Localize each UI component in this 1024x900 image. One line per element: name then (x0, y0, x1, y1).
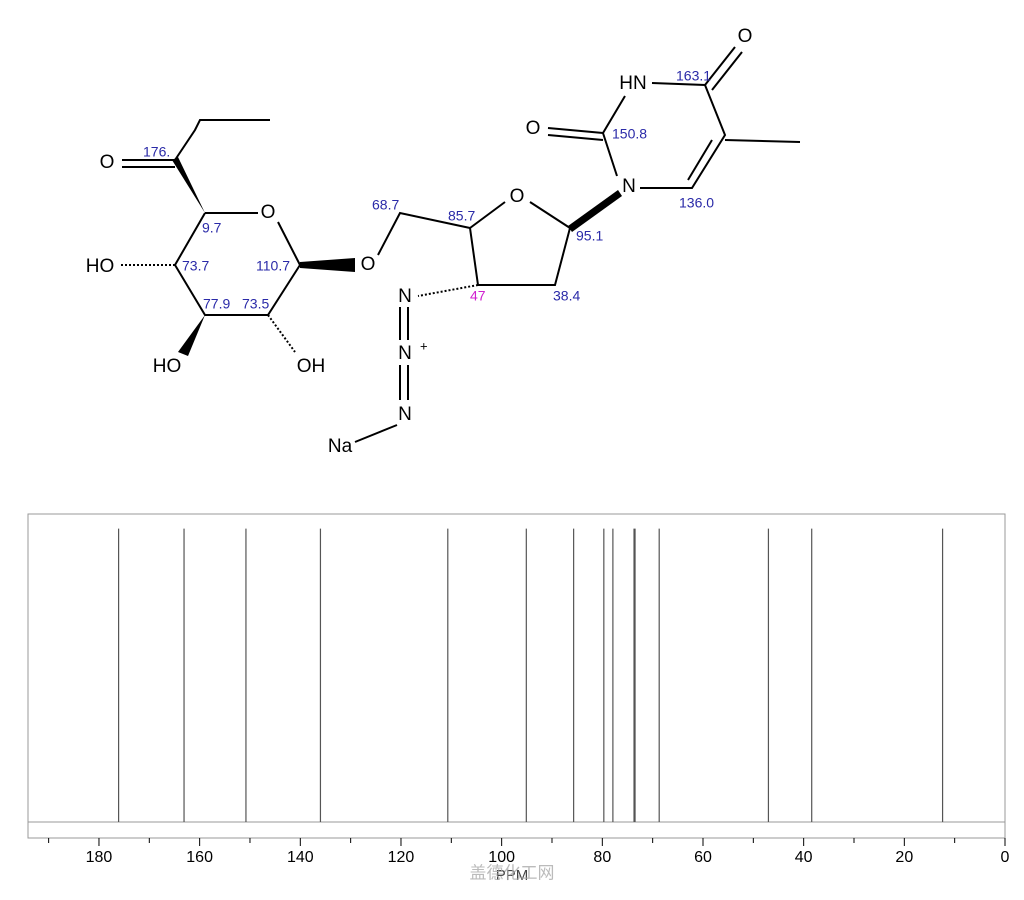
atom: N (398, 404, 412, 425)
atom: OH (297, 356, 326, 377)
shift-label: 9.7 (202, 220, 222, 236)
atom: Na (328, 436, 353, 457)
shift-labels: 176. 9.7 73.7 110.7 77.9 73.5 68.7 85.7 … (143, 68, 714, 312)
x-tick-label: 80 (593, 849, 611, 866)
atom-labels: O O HO O HO OH O N HN O O N N + N Na (86, 26, 753, 457)
x-tick-label: 160 (186, 849, 213, 866)
x-tick-label: 100 (488, 849, 515, 866)
watermark: 盖德化工网 (470, 863, 555, 882)
shift-label: 73.5 (242, 296, 269, 312)
atom: N (398, 343, 412, 364)
shift-label: 176. (143, 144, 170, 160)
plot-frame (27, 513, 1006, 839)
x-tick-label: 140 (287, 849, 314, 866)
x-tick-label: 20 (895, 849, 913, 866)
shift-label: 38.4 (553, 288, 580, 304)
atom: O (738, 26, 753, 47)
atom: HN (619, 73, 646, 94)
x-tick-label: 180 (86, 849, 113, 866)
x-tick-label: 40 (795, 849, 813, 866)
bonds (120, 46, 801, 443)
shift-label: 77.9 (203, 296, 230, 312)
molecule: O O HO O HO OH O N HN O O N N + N Na 176… (86, 26, 801, 457)
atom: O (261, 202, 276, 223)
charge: + (420, 338, 428, 353)
atom: HO (153, 356, 182, 377)
shift-label: 73.7 (182, 258, 209, 274)
shift-label: 85.7 (448, 208, 475, 224)
shift-label: 136.0 (679, 195, 714, 211)
atom: O (100, 152, 115, 173)
x-tick-label: 120 (388, 849, 415, 866)
atom: O (510, 186, 525, 207)
atom: N (398, 286, 412, 307)
atom: N (622, 176, 636, 197)
shift-label: 150.8 (612, 126, 647, 142)
shift-label: 110.7 (256, 258, 290, 274)
x-tick-label: 0 (1001, 849, 1010, 866)
atom: HO (86, 256, 115, 277)
atom: O (361, 254, 376, 275)
shift-label: 163.1 (676, 68, 711, 84)
x-tick-label: 60 (694, 849, 712, 866)
shift-label: 47 (470, 288, 486, 304)
x-axis-label: PPM (496, 867, 529, 884)
shift-label: 68.7 (372, 197, 399, 213)
atom: O (526, 118, 541, 139)
shift-label: 95.1 (576, 228, 603, 244)
